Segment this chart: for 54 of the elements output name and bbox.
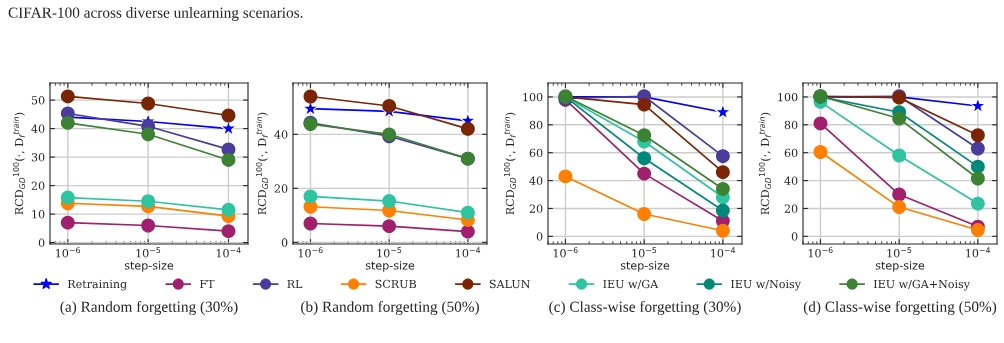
x-axis-title: step-size — [620, 261, 670, 272]
x-tick-label: 10$^{−4}$ — [216, 247, 241, 258]
y-tick-label: 50 — [31, 96, 45, 105]
legend-label: Retraining — [67, 279, 127, 291]
text: (b) Random forgetting (50%) — [301, 300, 479, 316]
x-axis-title: step-size — [875, 261, 925, 272]
y-tick-label: 30 — [31, 153, 45, 162]
x-tick-label: 10$^{−4}$ — [711, 247, 736, 258]
x-axis-title: step-size — [124, 261, 174, 272]
legend-label: IEU w/GA — [603, 279, 659, 290]
y-tick-label: 40 — [31, 124, 45, 133]
text: (c) Class-wise forgetting (30%) — [549, 300, 741, 316]
x-tick-label: 10$^{−6}$ — [553, 247, 578, 258]
text: (a) Random forgetting (30%) — [60, 300, 238, 316]
x-tick-label: 10$^{−6}$ — [298, 247, 323, 258]
x-tick-label: 10$^{−6}$ — [56, 247, 80, 258]
y-tick-label: 20 — [31, 181, 45, 190]
y-tick-label: 0 — [791, 232, 798, 241]
text: CIFAR-100 across diverse unlearning scenarios. — [8, 7, 303, 21]
legend-label: IEU w/GA+Noisy — [873, 279, 971, 291]
y-axis-title: RCD$_{GD}$$^{100}$(·, D$_{f}$$^{train}$) — [255, 112, 269, 215]
y-tick-label: 100 — [778, 92, 798, 102]
legend-label: IEU w/Noisy — [731, 279, 801, 291]
y-tick-label: 80 — [784, 120, 798, 130]
y-tick-label: 0 — [536, 232, 543, 241]
y-tick-label: 20 — [784, 204, 798, 213]
x-axis-title: step-size — [365, 261, 415, 272]
x-tick-label: 10$^{−4}$ — [966, 247, 991, 258]
y-tick-label: 20 — [529, 204, 543, 213]
y-tick-label: 0 — [281, 238, 288, 247]
legend-label: FT — [200, 279, 215, 288]
x-tick-label: 10$^{−5}$ — [887, 247, 912, 258]
y-tick-label: 60 — [784, 148, 798, 158]
y-tick-label: 60 — [529, 148, 543, 158]
y-axis-title: RCD$_{GD}$$^{100}$(·, D$_{f}$$^{train}$) — [503, 112, 516, 215]
y-tick-label: 80 — [529, 120, 543, 130]
x-tick-label: 10$^{−4}$ — [456, 247, 481, 258]
y-axis-title: RCD$_{GD}$$^{100}$(·, D$_{f}$$^{train}$) — [758, 112, 771, 215]
y-tick-label: 40 — [784, 176, 798, 185]
x-tick-label: 10$^{−5}$ — [136, 247, 161, 258]
y-tick-label: 40 — [529, 176, 543, 185]
y-tick-label: 40 — [274, 130, 288, 139]
x-tick-label: 10$^{−5}$ — [632, 247, 657, 258]
y-tick-label: 20 — [274, 184, 288, 193]
y-tick-label: 0 — [38, 238, 45, 247]
legend-label: SALUN — [489, 279, 530, 289]
y-axis-title: RCD$_{GD}$$^{100}$(·, D$_{f}$$^{train}$) — [12, 112, 26, 215]
x-tick-label: 10$^{−6}$ — [808, 247, 833, 258]
legend-label: RL — [287, 279, 303, 288]
y-tick-label: 100 — [523, 92, 543, 102]
legend-label: SCRUB — [375, 279, 417, 289]
x-tick-label: 10$^{−5}$ — [377, 247, 402, 258]
text: (d) Class-wise forgetting (50%) — [803, 300, 997, 316]
y-tick-label: 10 — [32, 210, 45, 219]
